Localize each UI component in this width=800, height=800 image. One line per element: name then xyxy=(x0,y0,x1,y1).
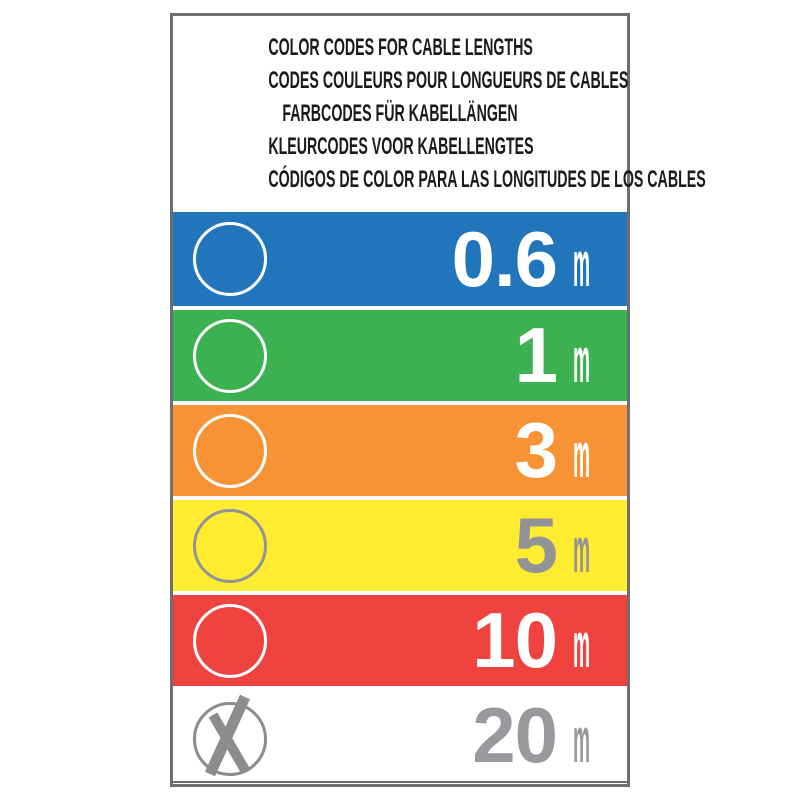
legend-row: 5 m xyxy=(173,500,627,591)
length-unit: m xyxy=(573,419,591,491)
length-unit: m xyxy=(573,228,591,300)
color-circle-icon xyxy=(193,508,267,583)
length-value: 0.6 xyxy=(451,215,558,303)
length-label: 0.6 m xyxy=(451,212,591,306)
length-unit: m xyxy=(573,514,591,586)
length-unit: m xyxy=(573,704,591,776)
color-legend-panel: COLOR CODES FOR CABLE LENGTHS CODES COUL… xyxy=(170,13,706,787)
length-value: 1 xyxy=(514,311,558,399)
legend-rows: 0.6 m 1 m 3 m 5 xyxy=(173,212,627,781)
color-circle-icon xyxy=(193,318,267,393)
length-unit: m xyxy=(573,324,591,396)
length-label: 3 m xyxy=(515,405,590,496)
bottom-rule xyxy=(173,781,627,783)
color-circle-icon xyxy=(193,413,267,488)
color-circle-icon xyxy=(193,222,267,296)
length-label: 5 m xyxy=(515,500,590,591)
length-label: 1 m xyxy=(515,310,590,401)
title-line-dutch: KLEURCODES VOOR KABELLENGTES xyxy=(268,133,534,160)
length-label: 10 m xyxy=(472,595,590,686)
title-block: COLOR CODES FOR CABLE LENGTHS CODES COUL… xyxy=(173,16,706,212)
title-line-english: COLOR CODES FOR CABLE LENGTHS xyxy=(268,34,533,61)
length-value: 3 xyxy=(514,406,558,494)
legend-row: 0.6 m xyxy=(173,212,627,306)
length-value: 5 xyxy=(514,501,558,589)
length-unit: m xyxy=(573,609,591,681)
length-value: 10 xyxy=(472,596,558,684)
title-line-german: FARBCODES FÜR KABELLÄNGEN xyxy=(282,100,518,127)
legend-row: 10 m xyxy=(173,595,627,686)
crossed-circle-icon xyxy=(193,694,267,776)
title-line-french: CODES COULEURS POUR LONGUEURS DE CABLES xyxy=(268,67,629,94)
title-line-spanish: CÓDIGOS DE COLOR PARA LAS LONGITUDES DE … xyxy=(268,166,706,193)
legend-row: 3 m xyxy=(173,405,627,496)
length-value: 20 xyxy=(472,691,558,779)
color-circle-icon xyxy=(193,603,267,678)
legend-row: 20 m xyxy=(173,690,627,781)
legend-row: 1 m xyxy=(173,310,627,401)
length-label: 20 m xyxy=(472,690,590,781)
